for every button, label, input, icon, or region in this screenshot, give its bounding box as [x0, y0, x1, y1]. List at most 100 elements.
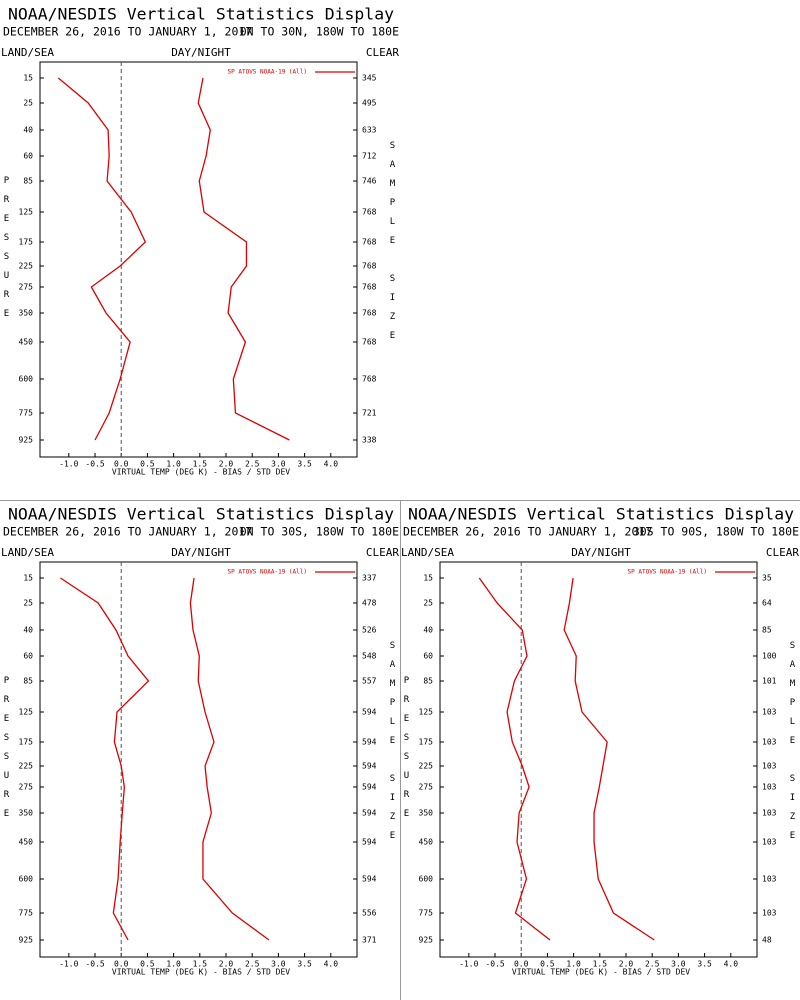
y-tick-label: 600 — [419, 875, 434, 884]
x-tick-label: 1.5 — [593, 960, 608, 969]
profile-line — [57, 77, 147, 441]
x-tick-label: -0.5 — [485, 960, 504, 969]
y-tick-label: 15 — [23, 574, 33, 583]
y2-tick-label: 746 — [362, 177, 377, 186]
plot-frame — [39, 61, 358, 458]
y-axis-label: PRESSURE — [2, 176, 12, 328]
y2-tick-label: 478 — [362, 599, 377, 608]
x-axis-label: VIRTUAL TEMP (DEG K) - BIAS / STD DEV — [112, 968, 290, 977]
y2-tick-label: 103 — [762, 809, 777, 818]
x-tick-label: 0.5 — [540, 960, 555, 969]
y-tick-label: 450 — [19, 838, 34, 847]
y-tick-label: 225 — [19, 762, 34, 771]
y2-tick-label: 100 — [762, 652, 777, 661]
y-tick-label: 15 — [23, 74, 33, 83]
y-tick-label: 40 — [423, 626, 433, 635]
chart-region: 0N TO 30S, 180W TO 180E — [240, 525, 399, 539]
y-tick-label: 175 — [19, 738, 34, 747]
y2-tick-label: 371 — [362, 936, 377, 945]
y-tick-label: 600 — [19, 375, 34, 384]
x-tick-label: 2.0 — [619, 960, 634, 969]
y2-tick-label: 557 — [362, 677, 377, 686]
y2-tick-label: 768 — [362, 283, 377, 292]
x-tick-label: 0.0 — [114, 460, 129, 469]
y-tick-label: 225 — [19, 262, 34, 271]
y-tick-label: 450 — [419, 838, 434, 847]
y-tick-label: 25 — [23, 99, 33, 108]
y-tick-label: 40 — [23, 626, 33, 635]
y2-axis-label: SAMPLE SIZE — [788, 641, 798, 850]
chart-region: 0N TO 30N, 180W TO 180E — [240, 25, 399, 39]
profile-line — [60, 577, 150, 941]
y-tick-label: 60 — [423, 652, 433, 661]
y2-tick-label: 103 — [762, 838, 777, 847]
y-tick-label: 275 — [419, 783, 434, 792]
y-tick-label: 60 — [23, 652, 33, 661]
y-tick-label: 85 — [423, 677, 433, 686]
y2-tick-label: 103 — [762, 875, 777, 884]
x-tick-label: 2.0 — [219, 460, 234, 469]
x-tick-label: 1.0 — [166, 960, 181, 969]
y2-axis-label: SAMPLE SIZE — [388, 641, 398, 850]
x-tick-label: 3.0 — [671, 960, 686, 969]
profile-line — [563, 577, 655, 941]
x-tick-label: 1.5 — [193, 960, 208, 969]
x-tick-label: 3.0 — [271, 460, 286, 469]
y-tick-label: 25 — [423, 599, 433, 608]
y2-tick-label: 103 — [762, 738, 777, 747]
x-axis-label: VIRTUAL TEMP (DEG K) - BIAS / STD DEV — [112, 468, 290, 477]
y2-tick-label: 101 — [762, 677, 777, 686]
chart-title: NOAA/NESDIS Vertical Statistics Display — [8, 505, 394, 524]
y2-tick-label: 594 — [362, 708, 377, 717]
y-tick-label: 350 — [419, 809, 434, 818]
y-tick-label: 175 — [19, 238, 34, 247]
y-axis-label: PRESSURE — [2, 676, 12, 828]
y2-tick-label: 594 — [362, 838, 377, 847]
surface-label: LAND/SEA — [1, 546, 54, 559]
y-tick-label: 225 — [419, 762, 434, 771]
x-tick-label: 4.0 — [324, 960, 339, 969]
y2-tick-label: 768 — [362, 208, 377, 217]
y-tick-label: 925 — [19, 436, 34, 445]
y2-tick-label: 85 — [762, 626, 772, 635]
y2-tick-label: 712 — [362, 152, 377, 161]
x-tick-label: 0.5 — [140, 960, 155, 969]
y-tick-label: 775 — [19, 909, 34, 918]
profile-line — [197, 77, 290, 441]
x-tick-label: 3.5 — [297, 960, 312, 969]
plot-frame — [39, 561, 358, 958]
y2-tick-label: 345 — [362, 74, 377, 83]
sky-label: CLEAR — [766, 546, 799, 559]
x-tick-label: 0.5 — [140, 460, 155, 469]
x-tick-label: 1.5 — [193, 460, 208, 469]
y2-tick-label: 768 — [362, 309, 377, 318]
chart-subtitle: DECEMBER 26, 2016 TO JANUARY 1, 2017 — [3, 25, 252, 39]
y2-tick-label: 548 — [362, 652, 377, 661]
legend-label: SP ATOVS NOAA-19 (All) — [228, 569, 307, 576]
y-tick-label: 25 — [23, 599, 33, 608]
y-tick-label: 775 — [19, 409, 34, 418]
x-tick-label: -1.0 — [59, 460, 78, 469]
x-tick-label: 4.0 — [324, 460, 339, 469]
y-tick-label: 450 — [19, 338, 34, 347]
y2-tick-label: 103 — [762, 708, 777, 717]
y-tick-label: 350 — [19, 309, 34, 318]
y-tick-label: 15 — [423, 574, 433, 583]
x-tick-label: 2.5 — [245, 460, 260, 469]
x-tick-label: 0.0 — [114, 960, 129, 969]
y-tick-label: 85 — [23, 677, 33, 686]
chart-title: NOAA/NESDIS Vertical Statistics Display — [408, 505, 794, 524]
x-tick-label: 0.0 — [514, 960, 529, 969]
y2-tick-label: 721 — [362, 409, 377, 418]
y2-tick-label: 633 — [362, 126, 377, 135]
y2-tick-label: 594 — [362, 783, 377, 792]
y2-tick-label: 35 — [762, 574, 772, 583]
x-axis-label: VIRTUAL TEMP (DEG K) - BIAS / STD DEV — [512, 968, 690, 977]
y-tick-label: 925 — [19, 936, 34, 945]
y2-tick-label: 103 — [762, 783, 777, 792]
surface-label: LAND/SEA — [401, 546, 454, 559]
y-tick-label: 275 — [19, 783, 34, 792]
y2-tick-label: 594 — [362, 738, 377, 747]
y-tick-label: 175 — [419, 738, 434, 747]
x-tick-label: 3.5 — [297, 460, 312, 469]
